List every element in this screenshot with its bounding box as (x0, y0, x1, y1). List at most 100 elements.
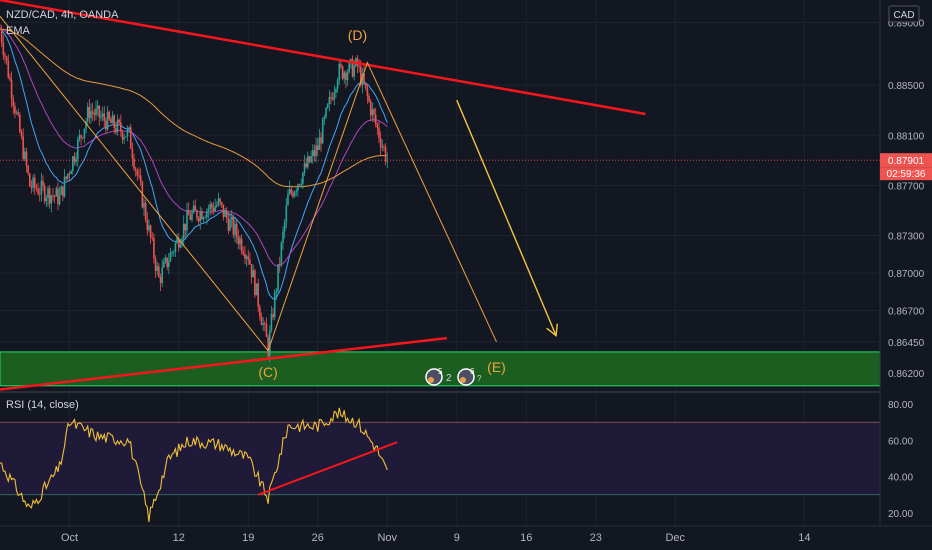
candle-body-bull (182, 223, 185, 239)
candle-body-bull (96, 105, 99, 109)
candle-body-bear (110, 119, 112, 124)
candle-body-bear (345, 72, 347, 80)
candle-body-bear (141, 182, 144, 208)
price-tick-label: 0.86450 (888, 338, 925, 349)
candle-body-bear (5, 56, 8, 61)
currency-badge[interactable]: CAD (888, 5, 920, 23)
time-tick-label: Dec (665, 532, 685, 544)
candle-body-bull (24, 151, 26, 159)
candle-body-bull (50, 195, 53, 204)
candle-body-bull (234, 223, 236, 235)
projection-arrow (456, 99, 558, 337)
candle-body-bull (321, 119, 324, 144)
ema-slow-line (0, 28, 388, 188)
candle-body-bear (103, 113, 106, 121)
candle-body-bull (67, 173, 69, 179)
candle-body-bear (153, 238, 155, 259)
rsi-tick-label: 20.00 (888, 509, 913, 520)
candle-body-bear (139, 175, 142, 183)
candle-body-bear (146, 219, 149, 231)
candle-body-bear (194, 205, 197, 211)
candle-body-bull (76, 139, 79, 160)
candle-body-bull (252, 270, 255, 278)
candle-body-bull (335, 88, 337, 93)
candle-body-bear (177, 237, 180, 248)
time-tick-label: Nov (377, 532, 397, 544)
time-tick-label: 12 (173, 532, 185, 544)
candle-body-bull (297, 184, 299, 191)
price-axis[interactable]: 0.89000 0.88500 0.88100 0.87700 0.87300 0.870… (888, 19, 925, 381)
candle-body-bear (364, 83, 367, 88)
candle-body-bull (229, 219, 231, 231)
price-tick-label: 0.86700 (888, 307, 925, 318)
candle-body-bull (209, 204, 211, 210)
candle-body-bear (136, 170, 139, 176)
candle-body-bear (260, 316, 263, 326)
candle-body-bear (197, 218, 200, 222)
price-tick-label: 0.89000 (888, 19, 925, 30)
candle-body-bear (235, 223, 238, 237)
candle-body-bull (361, 73, 364, 85)
candle-body-bull (161, 267, 163, 283)
trendlines (0, 0, 646, 391)
candle-body-bear (62, 186, 64, 197)
candle-body-bear (28, 173, 31, 187)
price-tick-label: 0.87700 (888, 181, 925, 192)
candle-body-bear (330, 97, 332, 99)
candle-body-bear (65, 176, 67, 179)
event-badge-extra: ? (477, 374, 482, 383)
candle-body-bear (257, 283, 259, 307)
candle-body-bull (273, 292, 276, 318)
candle-body-bear (115, 128, 117, 133)
candle-body-bear (53, 195, 56, 197)
candle-body-bear (33, 177, 36, 188)
candles (0, 23, 389, 363)
rsi-trendline (257, 441, 398, 496)
time-axis[interactable]: Oct 12 19 26 Nov 9 16 23 Dec 14 (61, 532, 811, 544)
candle-body-bear (267, 337, 269, 356)
candle-body-bull (207, 209, 210, 211)
candle-body-bear (363, 73, 365, 84)
candle-body-bear (265, 323, 268, 338)
wave-path (0, 15, 497, 352)
candle-body-bear (43, 185, 46, 202)
candle-body-bear (383, 146, 385, 148)
candle-body-bear (272, 313, 274, 318)
candle-body-bull (350, 58, 352, 62)
candle-body-bull (123, 137, 125, 140)
candle-body-bull (283, 221, 286, 232)
candle-body-bull (343, 72, 346, 79)
time-tick-label: 19 (242, 532, 254, 544)
candle-body-bear (121, 131, 124, 140)
candle-body-bear (366, 87, 369, 97)
candle-body-bear (211, 204, 213, 208)
candle-body-bull (282, 231, 284, 243)
candle-body-bear (81, 137, 84, 139)
candle-body-bull (169, 252, 172, 262)
rsi-tick-label: 40.00 (888, 473, 913, 484)
event-badge-2[interactable]: 6 ? (457, 367, 482, 386)
candle-body-bear (374, 114, 377, 124)
label-point-e: (E) (487, 359, 506, 375)
candle-body-bull (300, 183, 303, 185)
candle-body-bear (48, 188, 51, 204)
candle-body-bull (156, 266, 159, 271)
candle-body-bull (245, 256, 248, 259)
candle-body-bull (348, 61, 351, 73)
candle-body-bear (30, 186, 33, 188)
candle-body-bull (40, 180, 43, 195)
candle-body-bull (325, 108, 327, 118)
candle-body-bear (240, 238, 243, 252)
rsi-band (0, 422, 880, 495)
candle-body-bear (151, 237, 154, 239)
candle-body-bear (358, 66, 360, 67)
candle-body-bear (98, 105, 101, 118)
event-badge-1[interactable]: 5 2 (425, 367, 452, 386)
candle-body-bull (116, 119, 119, 133)
candle-body-bull (318, 137, 321, 150)
candle-body-bull (85, 121, 87, 129)
candle-body-bear (52, 195, 54, 197)
candle-body-bull (353, 65, 355, 77)
current-price-value: 0.87901 (888, 156, 925, 167)
